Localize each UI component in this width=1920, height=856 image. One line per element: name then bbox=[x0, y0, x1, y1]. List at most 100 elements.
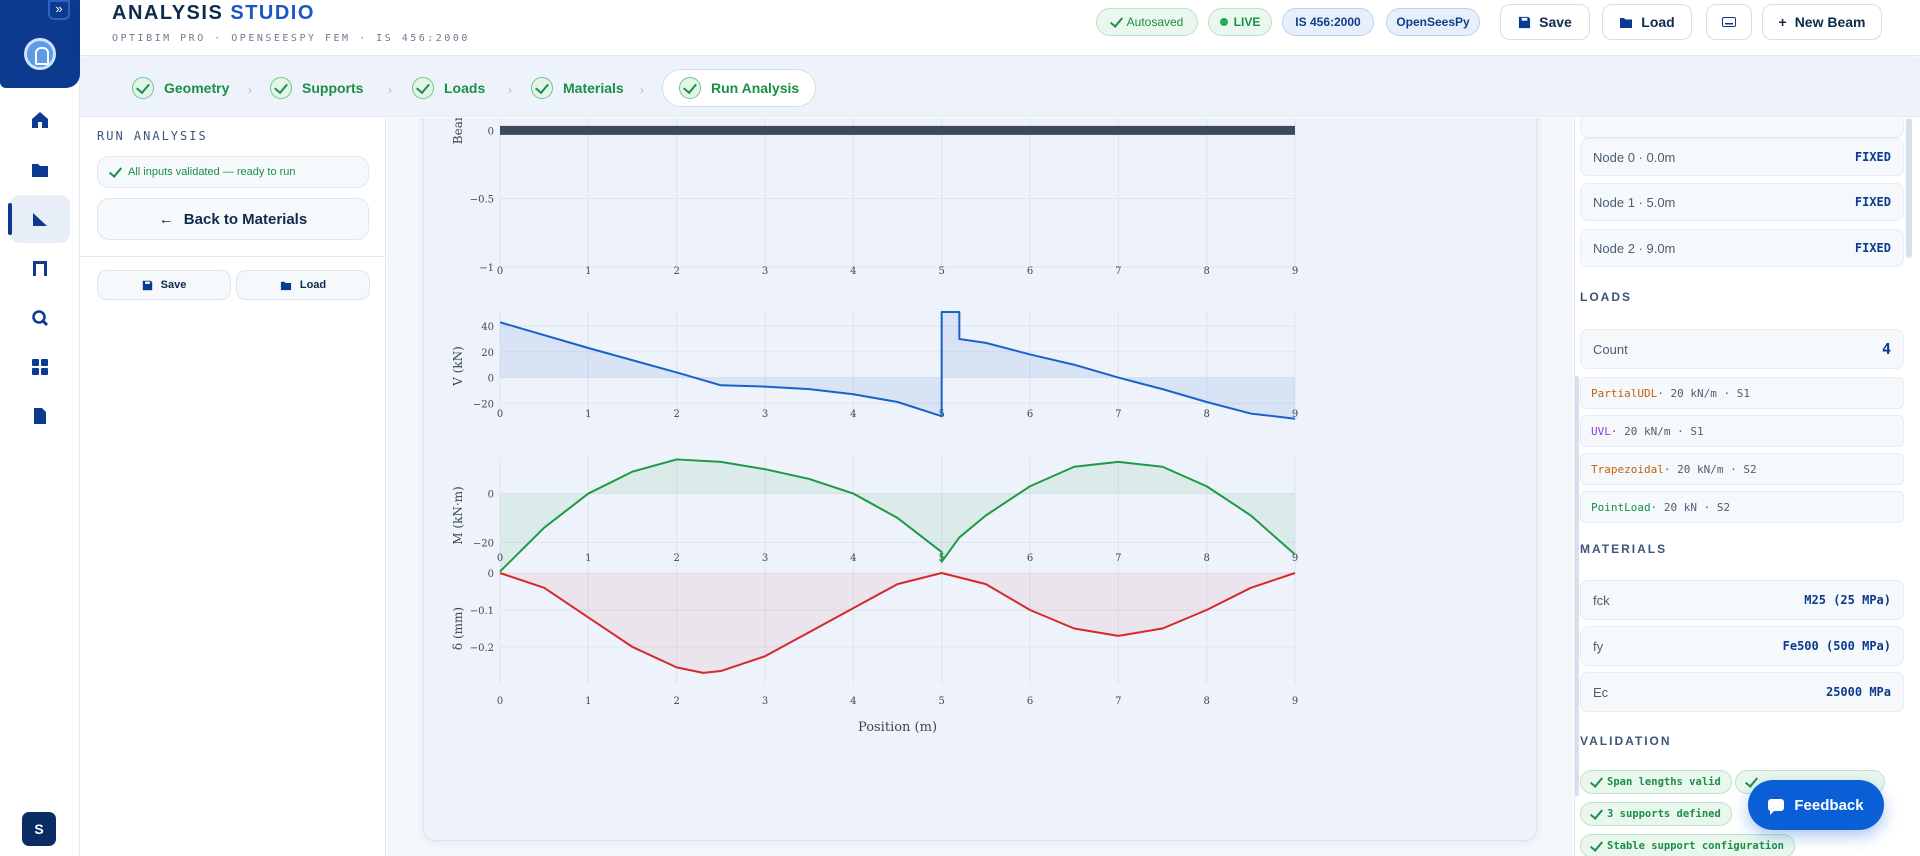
step-geometry[interactable]: Geometry bbox=[132, 69, 229, 107]
load-count-row: Count 4 bbox=[1580, 329, 1904, 369]
material-row: fck M25 (25 MPa) bbox=[1580, 580, 1904, 620]
left-panel: RUN ANALYSIS All inputs validated — read… bbox=[80, 118, 386, 856]
load-item[interactable]: UVL · 20 kN/m · S1 bbox=[1580, 415, 1904, 447]
beam-xtick-label: 3 bbox=[762, 266, 768, 277]
deflection-xtick-label: 0 bbox=[497, 696, 503, 707]
panel-load-label: Load bbox=[299, 279, 327, 291]
moment-xtick-label: 3 bbox=[762, 553, 768, 564]
beam-xtick-label: 8 bbox=[1203, 266, 1209, 277]
back-label: Back to Materials bbox=[183, 210, 308, 228]
back-to-materials-button[interactable]: ← Back to Materials bbox=[97, 198, 369, 240]
material-value: Fe500 (500 MPa) bbox=[1782, 639, 1891, 653]
keyboard-shortcuts-button[interactable] bbox=[1706, 4, 1752, 40]
material-value: 25000 MPa bbox=[1825, 685, 1891, 699]
load-item[interactable]: Trapezoidal · 20 kN/m · S2 bbox=[1580, 453, 1904, 485]
right-scrollbar[interactable] bbox=[1906, 118, 1912, 258]
node-support: FIXED bbox=[1854, 150, 1891, 164]
material-row: fy Fe500 (500 MPa) bbox=[1580, 626, 1904, 666]
divider bbox=[80, 256, 386, 257]
home-icon bbox=[32, 112, 48, 128]
results-charts: 0−0.5−10123456789Beam40200−200123456789V… bbox=[451, 118, 1298, 735]
folder-icon bbox=[1620, 17, 1633, 28]
logo-emblem-icon bbox=[24, 38, 56, 70]
code-badge: IS 456:2000 bbox=[1282, 8, 1374, 36]
keyboard-icon bbox=[1722, 17, 1736, 27]
node-support: FIXED bbox=[1854, 195, 1891, 209]
rail-item-search[interactable] bbox=[10, 294, 70, 342]
live-label: LIVE bbox=[1233, 15, 1261, 29]
check-icon bbox=[531, 77, 553, 99]
load-button[interactable]: Load bbox=[1602, 4, 1692, 40]
save-button[interactable]: Save bbox=[1500, 4, 1590, 40]
new-beam-label: New Beam bbox=[1794, 14, 1866, 30]
rail-item-home[interactable] bbox=[10, 96, 70, 144]
step-separator: › bbox=[388, 83, 392, 97]
engine-badge: OpenSeesPy bbox=[1386, 8, 1480, 36]
material-label: fy bbox=[1593, 638, 1604, 654]
deflection-xtick-label: 4 bbox=[850, 696, 856, 707]
autosaved-badge: Autosaved bbox=[1096, 8, 1198, 36]
moment-ylabel: M (kN·m) bbox=[451, 486, 465, 544]
step-materials[interactable]: Materials bbox=[531, 69, 624, 107]
page-title: ANALYSIS STUDIO bbox=[112, 2, 315, 25]
validation-check: 3 supports defined bbox=[1580, 802, 1732, 826]
check-label: 3 supports defined bbox=[1607, 808, 1721, 820]
title-accent: STUDIO bbox=[230, 2, 315, 24]
previous-row-stub bbox=[1580, 118, 1904, 138]
beam-ytick-label: 0 bbox=[488, 126, 494, 137]
top-bar: ANALYSIS STUDIO OPTIBIM PRO · OPENSEESPY… bbox=[80, 0, 1920, 56]
step-run-analysis[interactable]: Run Analysis bbox=[662, 69, 817, 107]
moment-xtick-label: 0 bbox=[497, 553, 503, 564]
deflection-xtick-label: 1 bbox=[585, 696, 591, 707]
shear-ytick-label: 20 bbox=[481, 348, 494, 359]
search-icon bbox=[32, 310, 49, 327]
panel-save-button[interactable]: Save bbox=[97, 270, 231, 300]
panel-scrollbar[interactable] bbox=[1575, 376, 1579, 796]
load-type: Trapezoidal bbox=[1591, 462, 1664, 476]
check-icon bbox=[270, 77, 292, 99]
load-label: Load bbox=[1641, 14, 1675, 30]
shear-xtick-label: 7 bbox=[1115, 409, 1121, 420]
panel-load-button[interactable]: Load bbox=[236, 270, 370, 300]
check-icon bbox=[132, 77, 154, 99]
shear-series-line bbox=[499, 311, 1296, 420]
load-item[interactable]: PointLoad · 20 kN · S2 bbox=[1580, 491, 1904, 523]
shear-ytick-label: 40 bbox=[481, 322, 494, 333]
beam-xtick-label: 6 bbox=[1027, 266, 1033, 277]
feedback-button[interactable]: Feedback bbox=[1748, 780, 1884, 830]
step-loads[interactable]: Loads bbox=[412, 69, 485, 107]
deflection-xtick-label: 5 bbox=[938, 696, 944, 707]
step-separator: › bbox=[248, 83, 252, 97]
live-dot-icon bbox=[1219, 18, 1228, 26]
deflection-area bbox=[500, 573, 1295, 673]
expand-sidebar-button[interactable]: » bbox=[48, 0, 70, 20]
step-separator: › bbox=[640, 83, 644, 97]
beam-ytick-label: −0.5 bbox=[470, 195, 494, 206]
beam-xtick-label: 2 bbox=[673, 266, 679, 277]
beam-xtick-label: 4 bbox=[850, 266, 856, 277]
rail-item-analysis[interactable] bbox=[8, 195, 70, 243]
step-supports[interactable]: Supports bbox=[270, 69, 363, 107]
count-label: Count bbox=[1593, 341, 1628, 357]
check-label: Stable support configuration bbox=[1607, 840, 1785, 852]
step-label: Run Analysis bbox=[711, 80, 800, 96]
check-icon bbox=[1591, 809, 1601, 819]
rail-item-frame[interactable] bbox=[10, 244, 70, 292]
user-avatar[interactable]: S bbox=[22, 812, 56, 846]
new-beam-button[interactable]: + New Beam bbox=[1762, 4, 1882, 40]
document-icon bbox=[34, 408, 46, 424]
rail-item-projects[interactable] bbox=[10, 146, 70, 194]
step-label: Materials bbox=[563, 80, 624, 96]
rail-item-dashboard[interactable] bbox=[10, 343, 70, 391]
panel-save-label: Save bbox=[160, 279, 187, 291]
rail-item-reports[interactable] bbox=[10, 392, 70, 440]
panel-heading: RUN ANALYSIS bbox=[97, 129, 208, 143]
check-icon bbox=[1591, 841, 1601, 851]
load-item[interactable]: PartialUDL · 20 kN/m · S1 bbox=[1580, 377, 1904, 409]
workflow-steps: Geometry › Supports › Loads › Materials … bbox=[80, 57, 1920, 117]
node-row: Node 0 · 0.0m FIXED bbox=[1580, 138, 1904, 176]
shear-xtick-label: 2 bbox=[673, 409, 679, 420]
grid-icon bbox=[32, 359, 48, 375]
check-icon bbox=[679, 77, 701, 99]
moment-ytick-label: −20 bbox=[473, 538, 494, 549]
